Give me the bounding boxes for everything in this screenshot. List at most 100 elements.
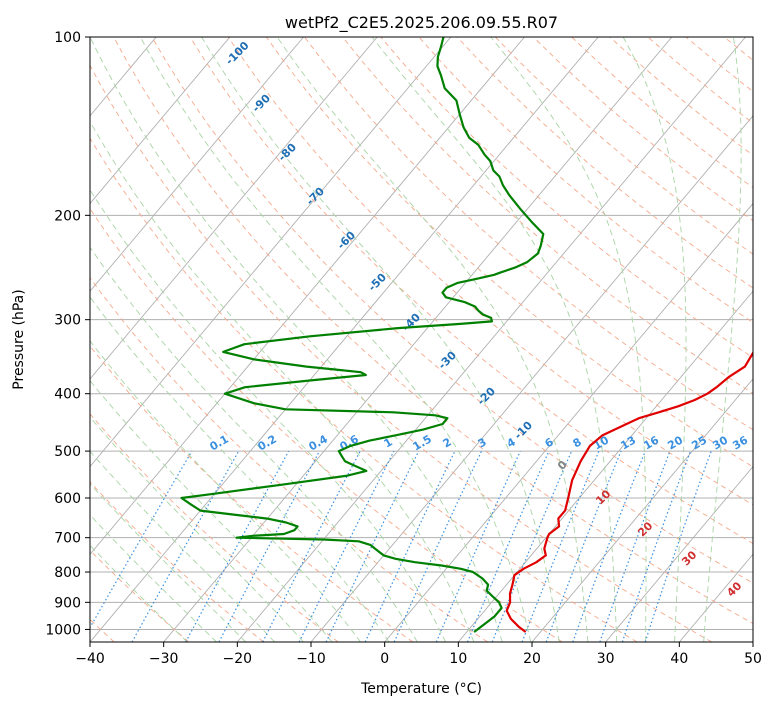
dry-adiabat-line (90, 481, 264, 642)
isotherm-line (0, 37, 9, 642)
dry-adiabat-line (90, 64, 712, 642)
dry-adiabat-line (113, 37, 753, 625)
mixing-ratio-label: 0.2 (256, 432, 279, 453)
temperature-line (505, 350, 753, 633)
moist-adiabat-line (140, 37, 532, 642)
dry-adiabat-label: -60 (335, 228, 358, 251)
isotherm-line (605, 465, 753, 642)
x-tick-label: 30 (597, 651, 615, 667)
y-tick-label: 600 (54, 491, 81, 507)
dry-adiabat-label: 10 (593, 487, 613, 507)
dry-adiabat-line (265, 37, 753, 468)
y-axis-label: Pressure (hPa) (11, 289, 27, 389)
dry-adiabat-line (723, 37, 753, 61)
isotherm-line (457, 290, 753, 642)
isotherm-line (678, 553, 753, 642)
mixing-ratio-label: 2 (441, 435, 454, 450)
mixing-ratio-label: 3 (476, 435, 489, 450)
x-tick-label: 10 (449, 651, 467, 667)
mixing-ratio-label: 25 (689, 434, 709, 453)
dry-adiabat-line (227, 37, 753, 506)
dry-adiabat-line (418, 37, 753, 324)
mixing-ratio-label: 1.5 (411, 432, 434, 453)
moist-adiabat-line (490, 37, 647, 642)
dry-adiabat-line (189, 37, 753, 545)
x-tick-label: 50 (744, 651, 762, 667)
mixing-ratio-label: 20 (665, 433, 685, 452)
moist-adiabat-line (90, 246, 418, 642)
mixing-ratio-line (621, 450, 692, 642)
x-axis-label: Temperature (°C) (360, 681, 482, 697)
mixing-ratio-line (466, 450, 550, 642)
dry-adiabat-label: -20 (475, 384, 498, 407)
mixing-ratio-line (218, 450, 321, 642)
dry-adiabat-label: -10 (512, 418, 535, 441)
moist-adiabat-line (90, 544, 188, 642)
dry-adiabat-line (762, 37, 775, 642)
y-tick-label: 400 (54, 387, 81, 403)
dry-adiabat-line (90, 277, 488, 642)
dry-adiabat-line (90, 413, 339, 642)
background-lines (0, 37, 775, 642)
y-tick-label: 200 (54, 208, 81, 224)
mixing-ratio-line (298, 450, 395, 642)
dry-adiabat-line (685, 37, 753, 93)
chart-title: wetPf2_C2E5.2025.206.09.55.R07 (285, 13, 558, 33)
mixing-ratio-line (131, 450, 240, 642)
isotherm-line (90, 37, 304, 292)
mixing-ratio-label: 36 (730, 433, 750, 452)
moist-adiabat-line (90, 416, 304, 642)
mixing-ratio-line (644, 450, 712, 642)
moist-adiabat-line (622, 37, 687, 642)
dry-adiabat-line (151, 37, 753, 584)
dry-adiabat-line (456, 37, 753, 289)
mixing-ratio-label: 30 (710, 433, 730, 452)
dry-adiabat-label: -100 (223, 39, 252, 68)
isotherm-line (752, 641, 753, 642)
x-tick-label: −10 (296, 651, 326, 667)
moist-adiabat-line (276, 37, 589, 642)
moist-adiabat-line (201, 37, 560, 642)
isotherm-line (310, 115, 753, 642)
isotherm-line (384, 202, 753, 642)
mixing-ratio-line (545, 450, 622, 642)
dry-adiabat-line (90, 345, 414, 642)
plot-frame (89, 36, 754, 643)
moist-adiabat-line (90, 379, 333, 642)
dry-adiabat-line (90, 137, 638, 642)
moist-adiabat-line (90, 450, 276, 642)
isotherm-line (90, 37, 452, 468)
x-tick-label: −40 (75, 651, 105, 667)
dry-adiabat-line (380, 37, 753, 359)
x-axis: −40 −30 −20 −10 0 10 20 30 40 50 (75, 642, 762, 667)
mixing-ratio-line (435, 450, 521, 642)
y-tick-label: 900 (54, 595, 81, 611)
isotherm-line (163, 37, 673, 642)
mixing-ratio-line (185, 450, 290, 642)
moist-adiabat-line (90, 340, 361, 642)
mixing-ratio-label: 6 (543, 435, 556, 450)
isotherm-line (90, 37, 231, 205)
mixing-ratio-label: 13 (618, 434, 638, 453)
mixing-ratio-line (393, 450, 483, 642)
isotherm-line (90, 37, 525, 556)
y-tick-label: 100 (54, 30, 81, 46)
mixing-ratio-line (491, 450, 573, 642)
x-tick-label: 0 (380, 651, 389, 667)
mixing-ratio-line (521, 450, 600, 642)
mixing-ratio-line (90, 450, 193, 629)
x-tick-label: 20 (523, 651, 541, 667)
dry-adiabat-line (90, 549, 190, 642)
isotherm-line (90, 37, 378, 380)
mixing-ratio-label: 0.4 (307, 432, 331, 453)
y-tick-label: 1000 (45, 622, 81, 638)
y-axis: 100 200 300 400 500 600 700 800 900 1000 (45, 30, 90, 638)
moist-adiabat-line (703, 37, 742, 642)
dry-adiabat-line (342, 37, 753, 394)
isotherm-line (531, 378, 753, 642)
dry-adiabat-label: 40 (724, 579, 744, 599)
mixing-ratio-line (599, 450, 671, 642)
moist-adiabat-line (90, 514, 217, 642)
dry-adiabat-label: -30 (436, 348, 459, 371)
